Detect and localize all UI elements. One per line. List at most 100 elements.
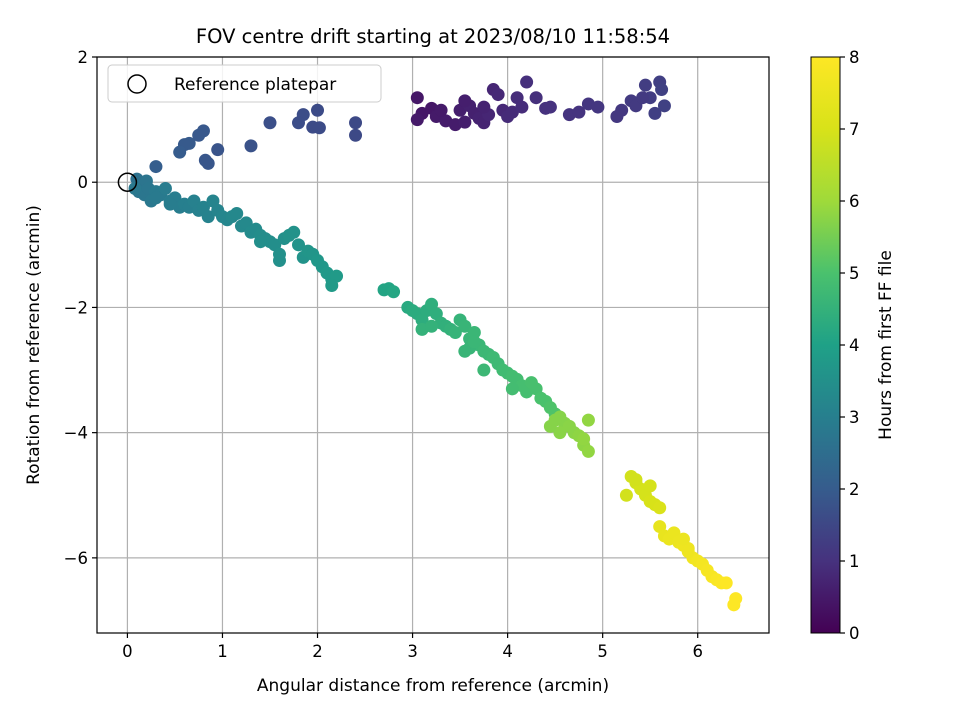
colorbar-ticks: 0 1 2 3 4 5 6 7 8 [840, 48, 860, 643]
data-point [529, 91, 543, 105]
x-tick-label: 1 [217, 642, 228, 661]
colorbar-tick-label: 1 [849, 552, 860, 571]
plot-frame [96, 56, 770, 634]
data-point [543, 100, 557, 114]
colorbar-tick-label: 8 [849, 48, 860, 67]
y-tick-label: 0 [78, 173, 89, 192]
data-point [458, 319, 472, 333]
data-point [591, 100, 605, 114]
data-point [410, 113, 424, 127]
legend-entry-reference: Reference platepar [174, 75, 336, 95]
data-point [653, 501, 667, 515]
colorbar-tick-label: 3 [849, 408, 860, 427]
data-point [349, 116, 363, 130]
colorbar-gradient [810, 56, 841, 634]
data-point [643, 479, 657, 493]
data-point [581, 444, 595, 458]
colorbar-label: Hours from first FF file [876, 250, 896, 440]
data-point [149, 191, 163, 205]
data-point [520, 75, 534, 89]
scatter-points [128, 75, 743, 612]
data-point [655, 83, 669, 97]
data-point [158, 181, 172, 195]
data-point [325, 279, 339, 293]
data-point [312, 121, 326, 135]
data-point [491, 88, 505, 102]
data-point [128, 181, 142, 195]
data-point [173, 145, 187, 159]
y-tick-label: 2 [78, 48, 89, 67]
legend-box [107, 64, 382, 103]
data-point [292, 116, 306, 130]
colorbar-tick-label: 2 [849, 480, 860, 499]
data-point [425, 319, 439, 333]
y-tick-label: −4 [64, 424, 88, 443]
data-point [638, 78, 652, 92]
data-point [657, 99, 671, 113]
data-point [434, 103, 448, 117]
colorbar-tick-label: 6 [849, 192, 860, 211]
gridlines [97, 56, 769, 633]
colorbar: 0 1 2 3 4 5 6 7 8 Hours from first FF file [810, 48, 896, 643]
data-point [201, 210, 215, 224]
data-point [349, 128, 363, 142]
data-point [448, 325, 462, 339]
data-point [467, 335, 481, 349]
data-point [272, 253, 286, 267]
colorbar-tick-label: 5 [849, 264, 860, 283]
y-axis-ticks: 2 0 −2 −4 −6 [64, 48, 97, 568]
data-point [629, 473, 643, 487]
data-point [149, 160, 163, 174]
x-tick-label: 4 [502, 642, 513, 661]
data-point [198, 153, 212, 167]
data-point [681, 545, 695, 559]
y-axis-label: Rotation from reference (arcmin) [24, 205, 44, 485]
data-point [467, 325, 481, 339]
data-point [458, 115, 472, 129]
data-point [244, 139, 258, 153]
data-point [458, 344, 472, 358]
data-point [192, 128, 206, 142]
data-point [636, 91, 650, 105]
colorbar-tick-label: 4 [849, 336, 860, 355]
x-tick-label: 5 [597, 642, 608, 661]
x-axis-ticks: 0 1 2 3 4 5 6 [122, 633, 703, 661]
data-point [676, 532, 690, 546]
data-point [477, 100, 491, 114]
data-point [163, 197, 177, 211]
data-point [553, 426, 567, 440]
data-point [615, 103, 629, 117]
y-tick-label: −6 [64, 549, 88, 568]
data-point [287, 225, 301, 239]
data-point [477, 363, 491, 377]
data-point [648, 106, 662, 120]
data-point [505, 382, 519, 396]
data-point [458, 94, 472, 108]
legend: Reference platepar [107, 64, 382, 103]
reference-marker [117, 172, 138, 192]
data-point [311, 103, 325, 117]
y-tick-label: −2 [64, 298, 88, 317]
data-point [263, 116, 277, 130]
data-point [387, 285, 401, 299]
data-point [719, 576, 733, 590]
data-point [410, 91, 424, 105]
legend-marker-icon [127, 74, 147, 94]
x-tick-label: 3 [407, 642, 418, 661]
data-point [577, 432, 591, 446]
data-point [230, 207, 244, 221]
colorbar-tick-label: 0 [849, 624, 860, 643]
x-tick-label: 2 [312, 642, 323, 661]
data-point [515, 100, 529, 114]
x-tick-label: 6 [692, 642, 703, 661]
data-point [548, 413, 562, 427]
colorbar-tick-label: 7 [849, 120, 860, 139]
x-axis-label: Angular distance from reference (arcmin) [257, 676, 609, 696]
data-point [581, 413, 595, 427]
x-tick-label: 0 [122, 642, 133, 661]
data-point [292, 238, 306, 252]
data-point [619, 488, 633, 502]
reference-point-icon [117, 172, 138, 192]
data-point [727, 598, 741, 612]
